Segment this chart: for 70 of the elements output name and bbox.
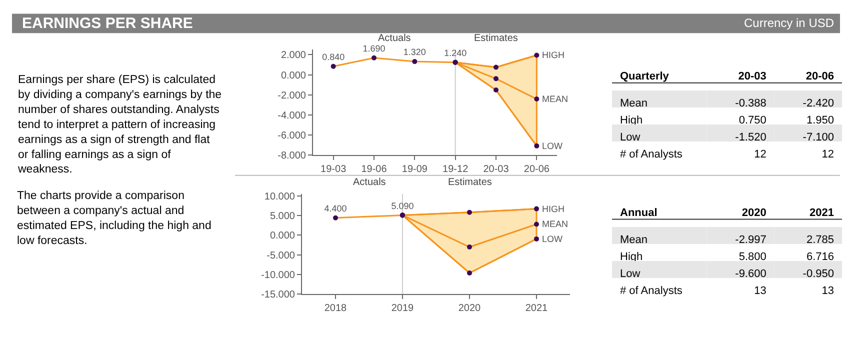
data-label: 6.716	[806, 251, 834, 264]
text: Actuals	[378, 33, 411, 44]
data-label: -1.520	[735, 132, 766, 144]
y-tick-label: -6.000	[278, 130, 306, 142]
text: The charts provide a comparison between a company's actual and estimated EPS, including the high and low forecasts.	[17, 190, 212, 247]
data-label: 0.840	[322, 52, 345, 62]
text: Currency in USD	[744, 16, 834, 30]
data-label: 1.240	[444, 48, 467, 58]
y-tick-label: -5.000	[266, 250, 296, 262]
data-label: 1.690	[362, 43, 386, 54]
text: Annual	[620, 206, 658, 219]
data-label: 2.785	[806, 234, 834, 246]
text: # of Analysts	[620, 285, 683, 298]
category-label: 2020	[742, 206, 766, 219]
text: Mean	[620, 234, 648, 246]
x-tick-label: 19-03	[320, 164, 347, 175]
x-tick-label: 19-06	[361, 164, 388, 175]
y-tick-label: -8.000	[278, 150, 306, 162]
x-tick-label: 2020	[458, 303, 482, 314]
y-tick-label: 10.000	[264, 191, 296, 202]
y-tick-label: -2.000	[278, 90, 306, 102]
series-label: LOW	[542, 141, 564, 151]
y-tick-label: -4.000	[278, 110, 306, 122]
data-label: -2.997	[735, 234, 766, 246]
y-tick-label: 0.000	[270, 230, 296, 242]
category-label: 20-03	[738, 70, 766, 82]
data-label: 1.320	[403, 47, 426, 58]
y-tick-label: 2.000	[280, 50, 306, 62]
y-tick-label: -10.000	[261, 270, 296, 282]
data-label: -9.600	[735, 268, 766, 280]
data-label: -0.950	[802, 268, 834, 280]
text: Low	[620, 268, 640, 280]
text: Estimates	[448, 177, 492, 188]
x-tick-label: 2021	[525, 303, 548, 314]
data-label: 4.400	[324, 204, 347, 214]
series-label: MEAN	[542, 219, 568, 229]
series-label: HIGH	[542, 204, 564, 214]
x-tick-label: 2018	[324, 303, 348, 314]
text: Earnings per share (EPS) is calculated by dividing a company's earnings by the number of shares outstanding. Analysts tend to interpret a pattern of increasing earnings as a sign of strength and flat or falling earnings as a sign of weakness.	[17, 74, 222, 176]
text: Actuals	[353, 177, 386, 188]
text: Quarterly	[620, 70, 670, 82]
data-label: -2.420	[802, 98, 834, 110]
data-label: 0.750	[738, 114, 766, 127]
text: EARNINGS PER SHARE	[22, 15, 193, 32]
series-label: LOW	[542, 234, 564, 244]
x-tick-label: 19-12	[442, 164, 469, 175]
series-label: MEAN	[542, 94, 568, 104]
text: Mean	[620, 98, 648, 110]
category-label: 20-06	[806, 70, 834, 82]
data-label: 12	[754, 148, 766, 161]
data-label: 5.090	[391, 200, 414, 211]
data-label: 12	[822, 148, 834, 161]
x-tick-label: 19-09	[402, 164, 428, 175]
x-tick-label: 20-06	[524, 164, 550, 175]
series-label: HIGH	[542, 50, 564, 60]
text: Low	[620, 132, 640, 144]
data-label: -0.388	[735, 98, 766, 110]
data-label: 13	[822, 285, 834, 298]
y-tick-label: 0.000	[280, 70, 306, 82]
category-label: 2021	[810, 206, 834, 219]
y-tick-label: -15.000	[261, 290, 296, 301]
data-label: 5.800	[738, 251, 766, 264]
x-tick-label: 20-03	[483, 164, 510, 175]
text: # of Analysts	[620, 148, 683, 161]
text: Estimates	[474, 33, 518, 44]
data-label: 13	[754, 285, 766, 298]
data-label: 1.950	[806, 114, 834, 127]
x-tick-label: 2019	[391, 303, 414, 314]
y-tick-label: 5.000	[270, 211, 296, 222]
data-label: -7.100	[802, 132, 834, 144]
